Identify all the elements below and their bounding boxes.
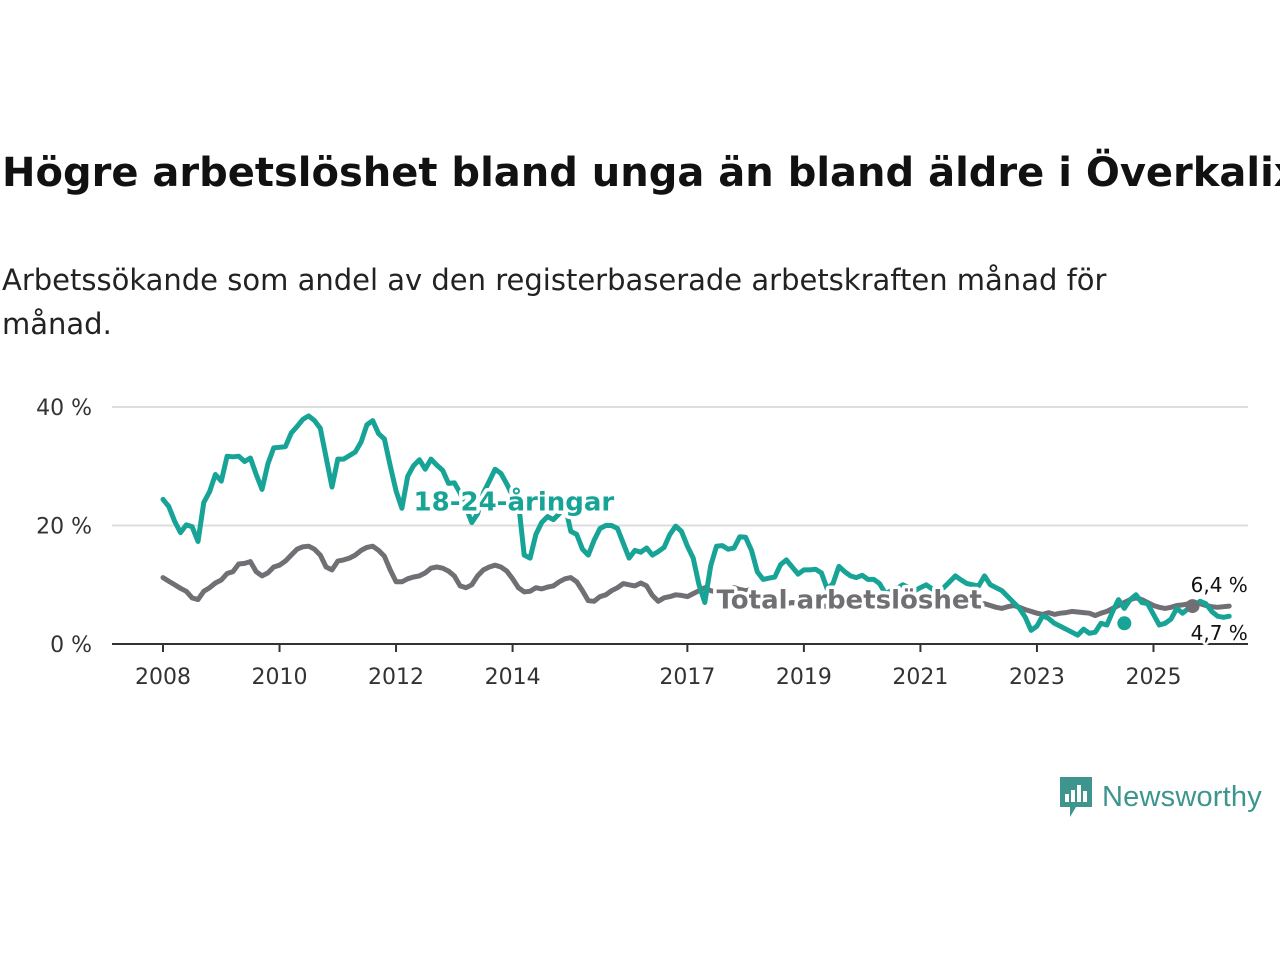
x-tick-label-2017: 2017 (659, 665, 715, 690)
y-tick-label-20: 20 % (36, 515, 92, 540)
end-label-halo-18-24-ringar: 4,7 % (1191, 621, 1248, 645)
x-tick-label-2014: 2014 (485, 665, 541, 690)
x-tick-label-2023: 2023 (1009, 665, 1065, 690)
x-tick-label-2019: 2019 (776, 665, 832, 690)
x-tick-label-2012: 2012 (368, 665, 424, 690)
x-tick-label-2010: 2010 (252, 665, 308, 690)
line-chart: 0 % 20 % 40 % 2008 2010 2012 2014 2017 2019 2021… (36, 396, 1250, 690)
series-line-18-24-ringar (160, 413, 1232, 638)
chart-title: Högre arbetslöshet bland unga än bland ä… (2, 150, 1280, 196)
series-label-halo-total-arbetsl-shet: Total arbetslöshet (717, 585, 982, 615)
series-label-halo-18-24-ringar: 18-24-åringar (414, 486, 615, 518)
y-gridlines (112, 406, 1248, 645)
x-tick-label-2025: 2025 (1125, 665, 1181, 690)
y-tick-label-40: 40 % (36, 396, 92, 421)
end-label-total-arbetsl-shet: 6,4 % (1191, 573, 1248, 597)
end-marker-18-24-ringar (1117, 616, 1132, 631)
series-label-total-arbetsl-shet: Total arbetslöshet (717, 585, 982, 615)
series-lines (160, 413, 1232, 638)
brand-name: Newsworthy (1102, 780, 1262, 813)
x-axis-ticks: 2008 2010 2012 2014 2017 2019 2021 2023 2025 (135, 644, 1181, 690)
newsworthy-logo: Newsworthy (1058, 774, 1262, 820)
end-label-halo-total-arbetsl-shet: 6,4 % (1191, 573, 1248, 597)
newsworthy-bars-icon (1060, 777, 1092, 817)
end-markers: 4,7 %4,7 %6,4 %6,4 % (1117, 571, 1250, 648)
y-tick-label-0: 0 % (50, 633, 92, 658)
x-tick-label-2021: 2021 (892, 665, 948, 690)
series-line-total-arbetsl-shet (160, 543, 1232, 619)
series-label-18-24-ringar: 18-24-åringar (414, 486, 615, 518)
y-tick-labels: 0 % 20 % 40 % (36, 396, 92, 658)
chart-subtitle: Arbetssökande som andel av den registerb… (2, 263, 1107, 341)
x-tick-label-2008: 2008 (135, 665, 191, 690)
end-label-18-24-ringar: 4,7 % (1191, 621, 1248, 645)
end-marker-total-arbetsl-shet (1185, 599, 1200, 614)
